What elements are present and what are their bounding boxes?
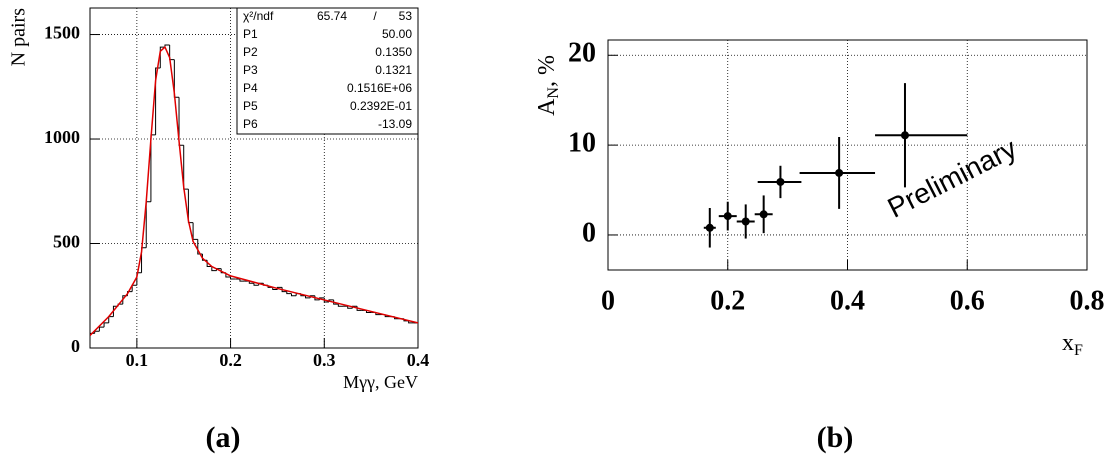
x-tick-label: 0.4 bbox=[407, 350, 430, 370]
stats-value: -13.09 bbox=[378, 117, 412, 131]
y-tick-label: 10 bbox=[568, 128, 596, 159]
histogram-bin bbox=[159, 46, 165, 68]
y-tick-label: 0 bbox=[582, 217, 596, 248]
y-axis-title-suffix: , % bbox=[534, 55, 560, 87]
plot-frame bbox=[607, 39, 1088, 271]
x-axis-title-sub: F bbox=[1074, 342, 1083, 359]
histogram-bin bbox=[272, 287, 278, 290]
histogram-bin bbox=[108, 316, 114, 323]
fit-curve bbox=[90, 45, 418, 336]
histogram-bin bbox=[131, 284, 137, 292]
histogram-bin bbox=[155, 67, 161, 135]
histogram-bin bbox=[281, 287, 287, 293]
histogram-bin bbox=[98, 326, 105, 332]
histogram-bin bbox=[286, 291, 292, 295]
histogram-bin bbox=[145, 201, 151, 248]
x-tick-label: 0.4 bbox=[830, 285, 865, 316]
histogram-bin bbox=[239, 279, 245, 282]
histogram-bin bbox=[173, 59, 180, 98]
histogram-bin bbox=[253, 283, 259, 286]
histogram-bin bbox=[337, 304, 344, 307]
histogram-bin bbox=[290, 293, 297, 297]
histogram-bin bbox=[183, 145, 189, 190]
y-axis-title: AN, % bbox=[534, 55, 562, 116]
annotation: Preliminary bbox=[883, 133, 1022, 224]
x-axis-title-main: x bbox=[1062, 330, 1074, 356]
data-point bbox=[741, 217, 750, 226]
histogram-bin bbox=[248, 281, 254, 284]
y-tick-label: 20 bbox=[568, 38, 596, 69]
stats-label: P2 bbox=[243, 45, 258, 59]
x-tick-label: 0.1 bbox=[126, 350, 149, 370]
histogram-bin bbox=[211, 266, 217, 272]
stats-value: 0.1321 bbox=[375, 63, 412, 77]
stats-label: P4 bbox=[243, 81, 258, 95]
data-point bbox=[759, 210, 768, 219]
histogram-bin bbox=[187, 189, 194, 224]
stats-label: P3 bbox=[243, 63, 258, 77]
histogram-bin bbox=[192, 222, 198, 240]
stats-value: 53 bbox=[399, 9, 413, 23]
x-tick-label: 0 bbox=[601, 285, 615, 316]
x-axis-title: xF bbox=[1062, 330, 1083, 359]
x-tick-label: 0.6 bbox=[950, 285, 985, 316]
stats-value: 65.74 bbox=[317, 9, 347, 23]
histogram-bin bbox=[136, 272, 142, 286]
data-point bbox=[705, 223, 714, 232]
data-point bbox=[900, 131, 909, 140]
histogram-bin bbox=[103, 322, 109, 328]
stats-label: P5 bbox=[243, 99, 258, 113]
y-axis-title: N pairs bbox=[8, 8, 30, 67]
stats-label: P6 bbox=[243, 117, 258, 131]
data-point bbox=[776, 177, 785, 186]
caption: (a) bbox=[206, 421, 241, 454]
stats-label: P1 bbox=[243, 27, 258, 41]
y-tick-label: 500 bbox=[53, 232, 80, 252]
histogram-bin bbox=[305, 295, 311, 299]
histogram-bin bbox=[333, 299, 339, 305]
data-point bbox=[723, 212, 732, 221]
y-axis-title-main: A bbox=[534, 98, 560, 116]
x-tick-label: 0.8 bbox=[1070, 285, 1105, 316]
stats-value: 50.00 bbox=[382, 27, 412, 41]
stats-value: 0.1516E+06 bbox=[347, 81, 412, 95]
histogram-bin bbox=[408, 320, 414, 324]
histogram-bin bbox=[150, 134, 156, 202]
x-tick-label: 0.3 bbox=[313, 350, 336, 370]
data-point bbox=[835, 168, 844, 177]
caption: (b) bbox=[817, 421, 854, 454]
x-axis-title: Mγγ, GeV bbox=[343, 372, 418, 392]
y-tick-label: 1500 bbox=[44, 23, 80, 43]
stats-value: / bbox=[373, 9, 377, 23]
stats-box bbox=[236, 7, 419, 135]
y-tick-label: 1000 bbox=[44, 127, 80, 147]
x-tick-label: 0.2 bbox=[710, 285, 745, 316]
histogram-bin bbox=[230, 276, 236, 280]
histogram-bin bbox=[164, 44, 170, 48]
histogram-bin bbox=[347, 306, 353, 309]
histogram-bin bbox=[178, 97, 184, 146]
x-tick-label: 0.2 bbox=[219, 350, 242, 370]
stats-value: 0.2392E-01 bbox=[350, 99, 412, 113]
stats-label: χ²/ndf bbox=[243, 9, 274, 23]
y-axis-title-sub: N bbox=[545, 87, 562, 99]
histogram-bin bbox=[94, 330, 100, 334]
histogram-bin bbox=[365, 310, 372, 313]
stats-value: 0.1350 bbox=[375, 45, 412, 59]
y-tick-label: 0 bbox=[71, 336, 80, 356]
